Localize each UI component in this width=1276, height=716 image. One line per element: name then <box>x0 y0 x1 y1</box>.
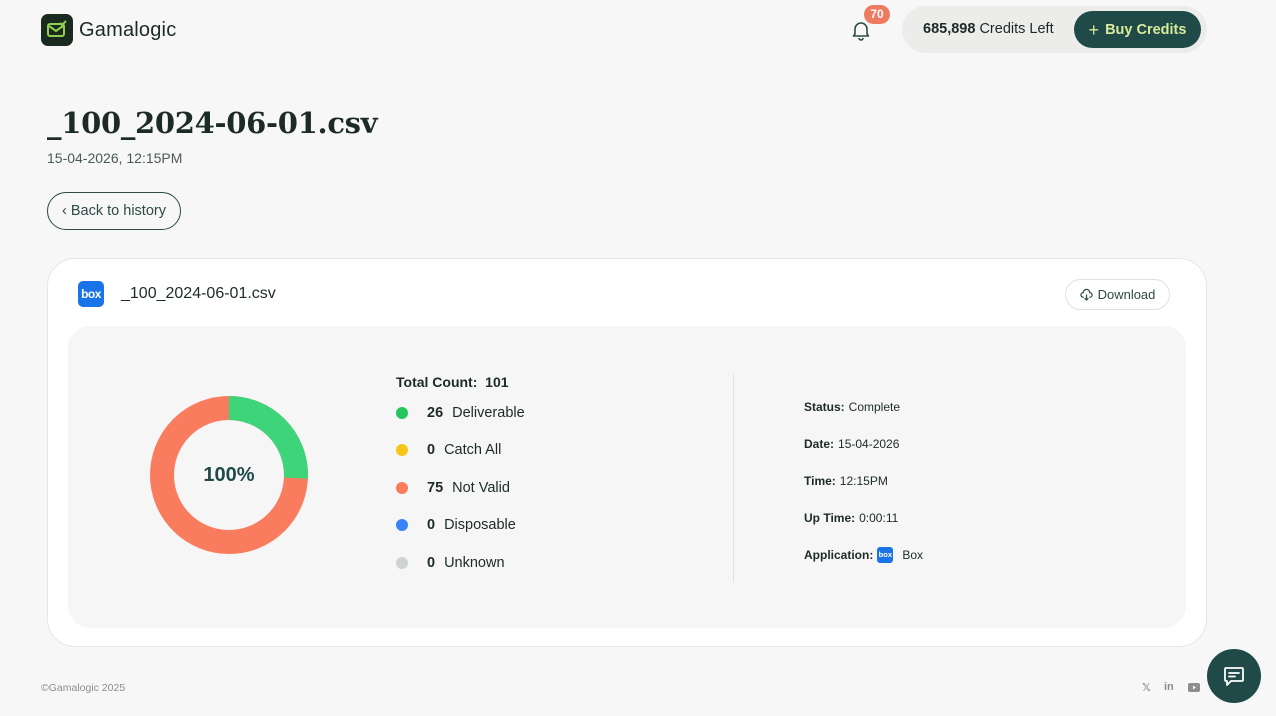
meta-value: Complete <box>848 399 901 414</box>
meta-label: Time: <box>804 473 836 488</box>
meta-application: Application: box Box <box>804 536 923 573</box>
x-icon[interactable]: 𝕏 <box>1142 682 1151 694</box>
box-app-icon: box <box>78 281 104 307</box>
page-subtitle: 15-04-2026, 12:15PM <box>47 150 183 166</box>
legend-item-unknown: 0 Unknown <box>396 544 525 582</box>
envelope-check-icon <box>41 14 73 46</box>
plus-icon: + <box>1088 19 1100 40</box>
meta-value: 15-04-2026 <box>838 436 900 451</box>
brand-name: Gamalogic <box>79 18 177 41</box>
total-count: Total Count: 101 <box>396 374 525 394</box>
legend: Total Count: 101 26 Deliverable 0 Catch … <box>396 374 525 582</box>
download-button[interactable]: Download <box>1065 279 1170 310</box>
download-label: Download <box>1097 287 1156 302</box>
cloud-download-icon <box>1079 288 1093 301</box>
total-count-label: Total Count: <box>396 374 478 390</box>
meta-value: Box <box>902 547 924 562</box>
legend-count: 0 <box>427 554 436 571</box>
card-header: box _100_2024-06-01.csv <box>78 281 276 307</box>
file-metadata: Status: Complete Date: 15-04-2026 Time: … <box>804 388 923 573</box>
legend-count: 75 <box>427 479 444 496</box>
green-dot-icon <box>396 406 408 419</box>
notification-badge: 70 <box>864 5 890 24</box>
legend-label: Deliverable <box>452 404 525 421</box>
blue-dot-icon <box>396 519 408 532</box>
buy-credits-label: Buy Credits <box>1105 21 1187 38</box>
meta-label: Up Time: <box>804 510 856 525</box>
box-app-icon: box <box>877 546 894 563</box>
back-to-history-button[interactable]: ‹ Back to history <box>47 192 181 230</box>
results-donut-chart <box>150 396 308 554</box>
legend-label: Disposable <box>444 517 516 534</box>
file-result-card: box _100_2024-06-01.csv Download 100% To… <box>47 258 1207 647</box>
yellow-dot-icon <box>396 444 408 457</box>
legend-label: Catch All <box>444 442 502 459</box>
bell-icon[interactable] <box>850 19 872 41</box>
legend-label: Unknown <box>444 554 505 571</box>
meta-time: Time: 12:15PM <box>804 462 923 499</box>
footer-copyright: ©Gamalogic 2025 <box>41 682 126 694</box>
legend-count: 0 <box>427 442 436 459</box>
meta-date: Date: 15-04-2026 <box>804 425 923 462</box>
donut-center-label: 100% <box>203 463 255 486</box>
chevron-left-icon: ‹ <box>62 203 67 219</box>
card-filename: _100_2024-06-01.csv <box>121 285 276 302</box>
chat-button[interactable] <box>1207 649 1261 703</box>
total-count-value: 101 <box>485 374 509 390</box>
top-header: Gamalogic 70 685,898 Credits Left + Buy … <box>0 0 1276 60</box>
gray-dot-icon <box>396 556 408 569</box>
meta-value: 0:00:11 <box>859 510 899 525</box>
credits-pill: 685,898 Credits Left + Buy Credits <box>902 6 1207 53</box>
legend-count: 0 <box>427 517 436 534</box>
orange-dot-icon <box>396 481 408 494</box>
back-label: Back to history <box>70 203 166 219</box>
linkedin-icon[interactable]: in <box>1164 681 1174 693</box>
legend-item-deliverable: 26 Deliverable <box>396 394 525 432</box>
meta-uptime: Up Time: 0:00:11 <box>804 499 923 536</box>
meta-label: Date: <box>804 436 835 451</box>
buy-credits-button[interactable]: + Buy Credits <box>1074 11 1201 48</box>
brand-logo[interactable]: Gamalogic <box>41 14 176 46</box>
chat-icon <box>1224 667 1244 686</box>
youtube-icon[interactable] <box>1188 683 1200 695</box>
meta-label: Status: <box>804 399 845 414</box>
legend-item-catch-all: 0 Catch All <box>396 432 525 470</box>
meta-status: Status: Complete <box>804 388 923 425</box>
vertical-divider <box>733 374 734 582</box>
legend-item-disposable: 0 Disposable <box>396 507 525 545</box>
legend-item-not-valid: 75 Not Valid <box>396 469 525 507</box>
credits-value: 685,898 <box>923 21 976 37</box>
credits-left: 685,898 Credits Left <box>923 21 1054 37</box>
legend-label: Not Valid <box>452 479 510 496</box>
credits-label: Credits Left <box>975 21 1054 37</box>
legend-count: 26 <box>427 404 444 421</box>
meta-label: Application: <box>804 547 874 562</box>
results-panel: 100% Total Count: 101 26 Deliverable 0 C… <box>68 326 1186 628</box>
meta-value: 12:15PM <box>839 473 888 488</box>
page-title: _100_2024-06-01.csv <box>47 106 378 140</box>
